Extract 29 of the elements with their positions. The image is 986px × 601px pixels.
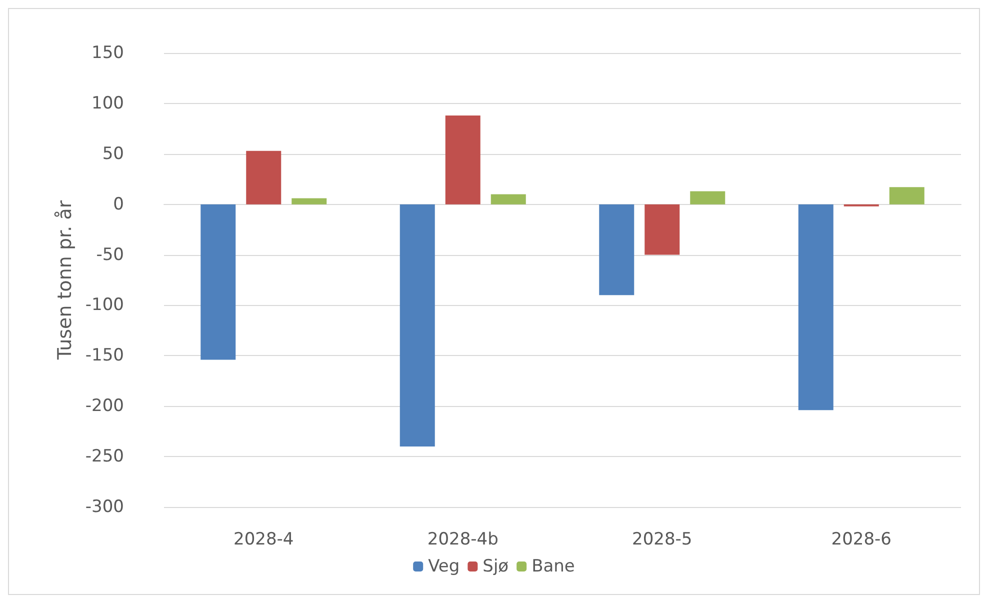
- y-tick-label: 50: [102, 144, 124, 164]
- y-tick-label: -50: [96, 244, 124, 265]
- x-tick-label: 2028-5: [632, 530, 692, 550]
- y-tick-label: -300: [85, 497, 124, 517]
- bar: [246, 150, 282, 204]
- bar: [490, 194, 526, 204]
- legend-label: Veg: [428, 556, 460, 576]
- bar: [599, 204, 634, 296]
- bar: [292, 198, 327, 204]
- bar: [200, 204, 236, 360]
- y-tick-label: 0: [113, 194, 124, 214]
- legend-label: Bane: [532, 556, 575, 576]
- y-axis-title: Tusen tonn pr. år: [54, 200, 76, 361]
- x-tick-label: 2028-4b: [427, 530, 498, 550]
- bar: [798, 204, 834, 410]
- legend-label: Sjø: [482, 556, 509, 576]
- y-tick-label: -100: [85, 295, 124, 316]
- bar: [690, 191, 726, 204]
- y-tick-label: -200: [85, 396, 124, 416]
- y-tick-label: 100: [92, 93, 124, 114]
- bar: [400, 204, 435, 446]
- x-tick-label: 2028-6: [831, 530, 892, 550]
- y-tick-label: -250: [85, 446, 124, 467]
- bar: [644, 204, 680, 255]
- x-tick-label: 2028-4: [234, 530, 294, 550]
- y-tick-label: 150: [92, 43, 124, 63]
- bar: [889, 187, 924, 204]
- y-tick-label: -150: [85, 346, 124, 366]
- bar: [445, 116, 480, 204]
